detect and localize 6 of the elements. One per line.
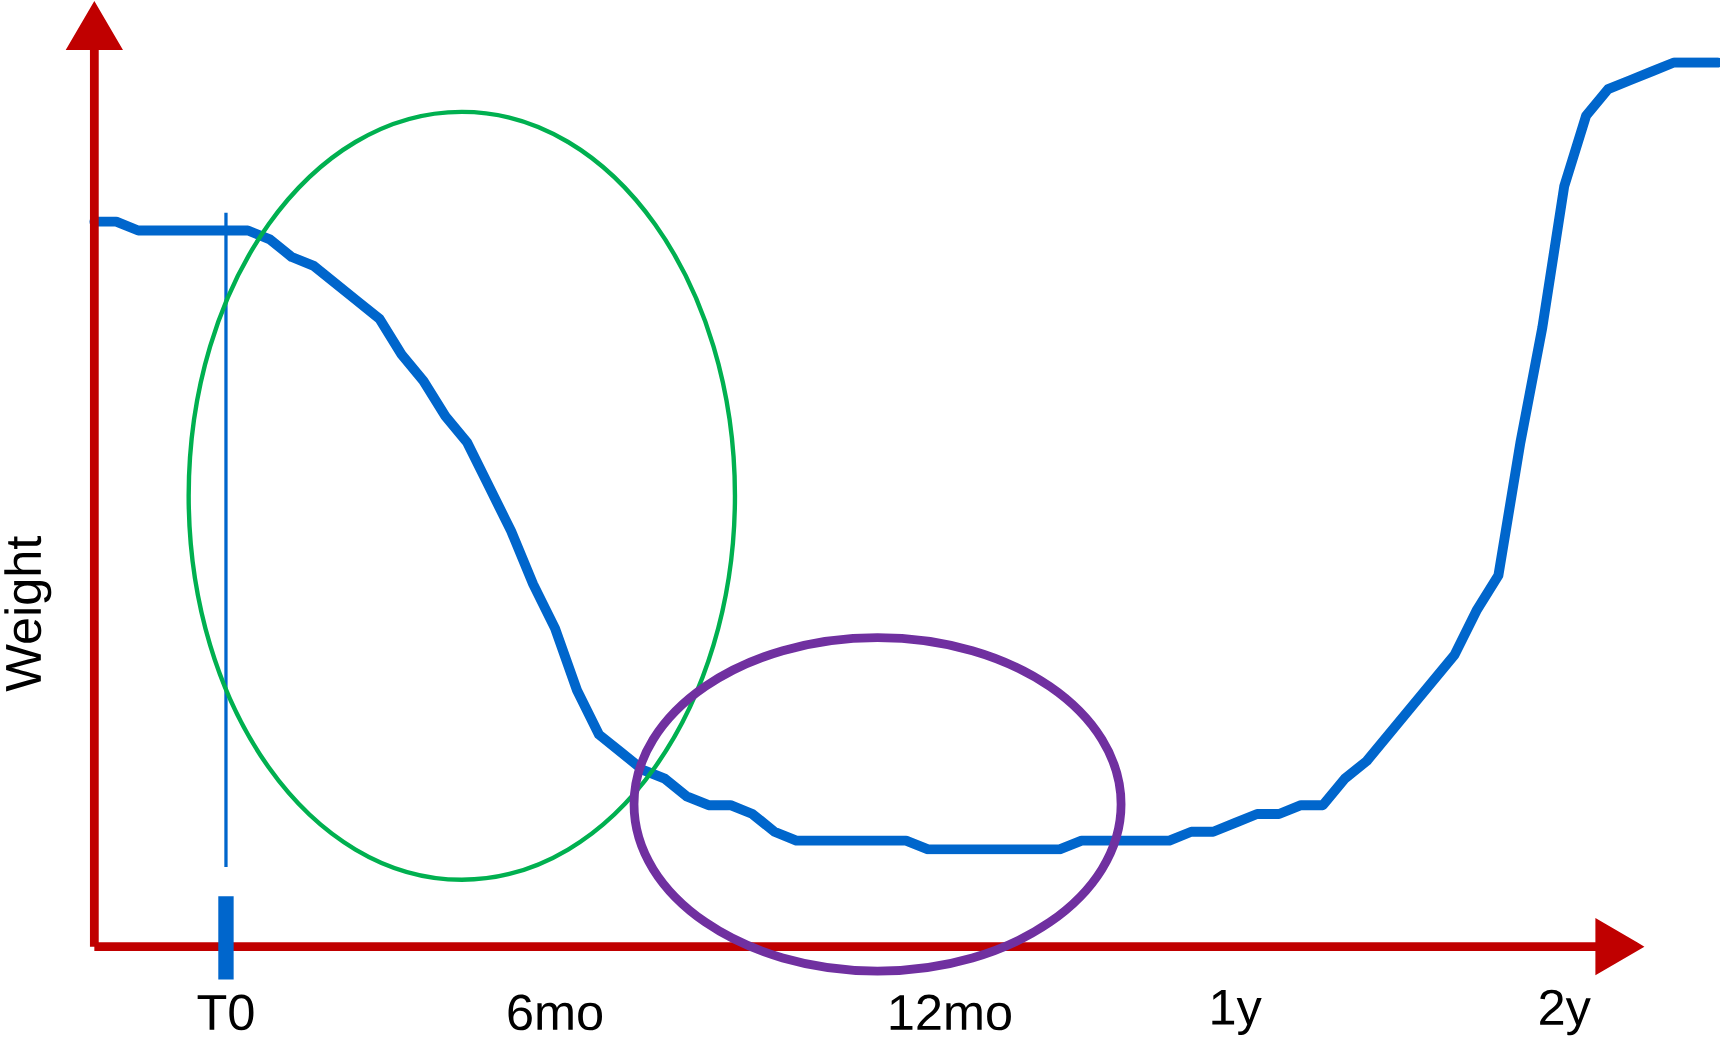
x-tick-label: 2y	[1540, 989, 1591, 1036]
y-axis-title: Weight	[4, 536, 52, 692]
x-tick-label: T0	[197, 994, 254, 1031]
x-tick-label: 6mo	[508, 994, 602, 1031]
x-tick-label: 12mo	[890, 994, 1011, 1031]
x-tick-label: 1y	[1212, 989, 1262, 1036]
